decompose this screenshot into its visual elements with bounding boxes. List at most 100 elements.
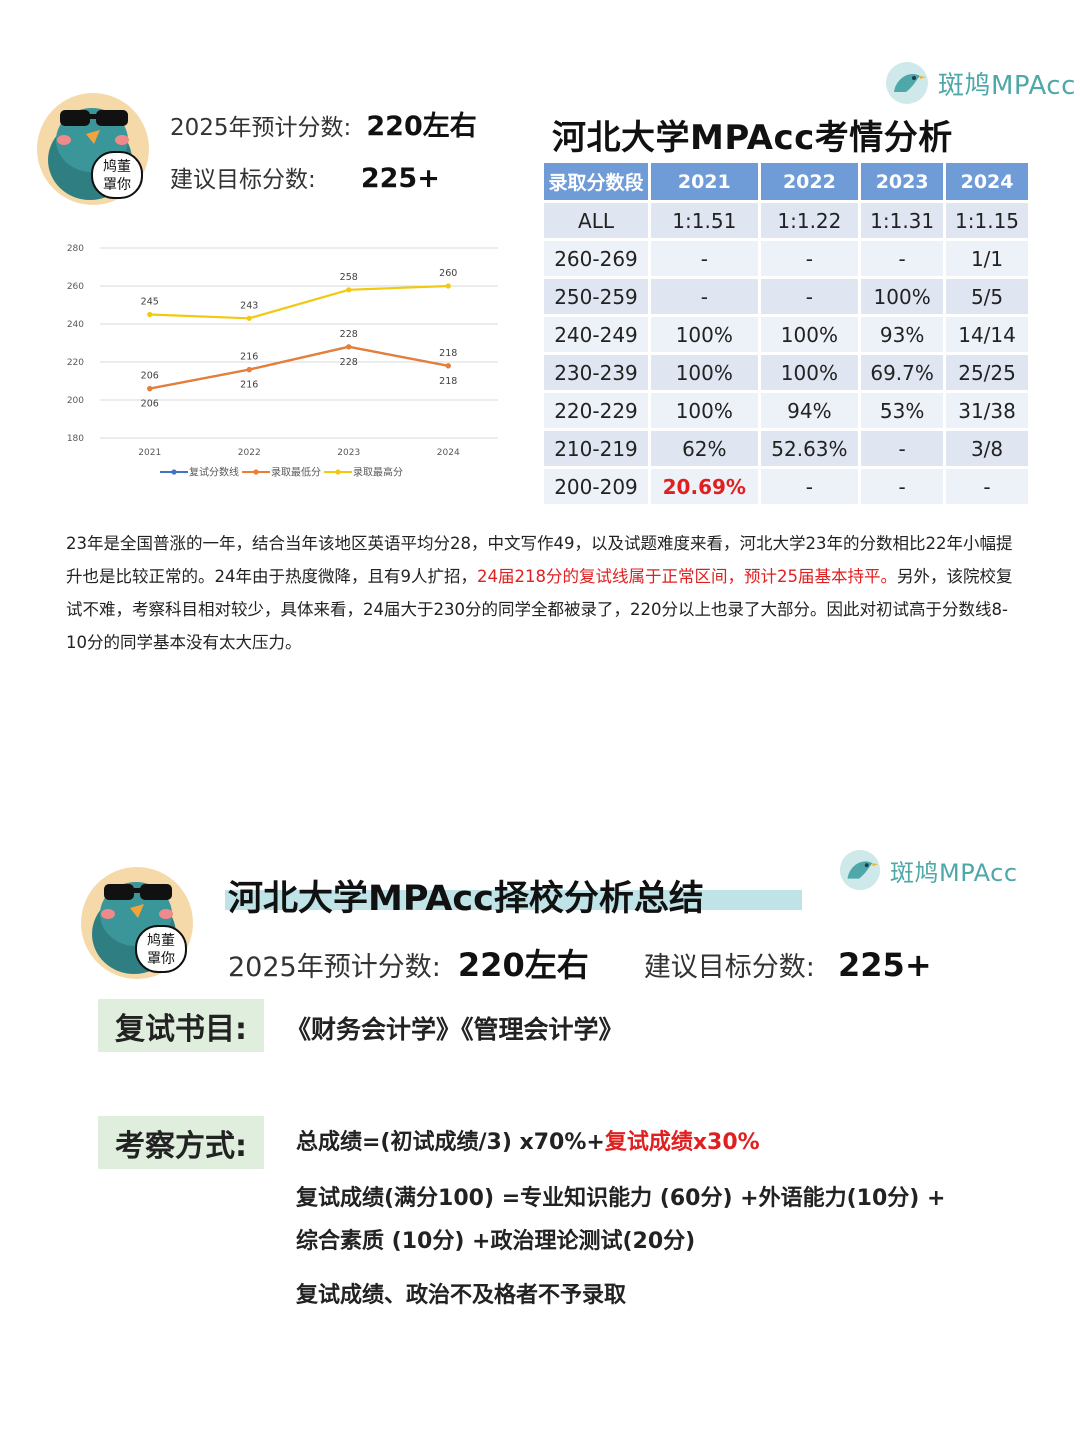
data-label: 258	[340, 272, 358, 283]
brand-name: 斑鸠MPAcc	[890, 858, 1018, 887]
expected-score-value: 220左右	[366, 111, 477, 142]
table-cell: 260-269	[544, 241, 648, 276]
table-cell: ALL	[544, 203, 648, 238]
mascot-icon: 鸠董 罩你	[81, 867, 193, 979]
table-header-row: 录取分数段 2021 2022 2023 2024	[544, 163, 1028, 200]
data-label: 245	[141, 297, 159, 308]
table-cell: -	[760, 469, 859, 504]
series-line	[149, 345, 449, 390]
data-label: 206	[141, 399, 159, 410]
table-cell: 5/5	[946, 279, 1028, 314]
table-cell: 1/1	[946, 241, 1028, 276]
table-cell: 250-259	[544, 279, 648, 314]
table-cell: 100%	[861, 279, 944, 314]
books-label: 复试书目:	[98, 999, 264, 1052]
series-point	[346, 344, 352, 350]
table-cell: 100%	[760, 317, 859, 352]
y-tick-label: 280	[67, 244, 84, 254]
summary-title: 河北大学MPAcc择校分析总结	[228, 879, 704, 919]
table-header-cell: 2023	[861, 163, 944, 200]
admission-rule: 复试成绩、政治不及格者不予录取	[296, 1283, 627, 1308]
chart-x-tick-labels: 2021 2022 2023 2024	[138, 448, 460, 458]
bird-logo-icon	[886, 62, 928, 104]
table-cell: 1:1.31	[861, 203, 944, 238]
table-row: 250-259- -100% 5/5	[544, 279, 1028, 314]
target-score-row: 建议目标分数: 225+	[170, 160, 440, 194]
table-cell: 200-209	[544, 469, 648, 504]
table-cell: 240-249	[544, 317, 648, 352]
table-row: 210-219 62% 52.63% -3/8	[544, 431, 1028, 466]
data-label: 218	[439, 348, 457, 359]
series-point	[246, 315, 252, 321]
target-score-value: 225+	[360, 163, 440, 194]
data-label: 260	[439, 268, 457, 279]
table-cell: 20.69%	[651, 469, 758, 504]
expected-score-value: 220左右	[457, 946, 589, 984]
books-list: 《财务会计学》《管理会计学》	[286, 1015, 624, 1044]
brand-logo-top: 斑鸠MPAcc	[884, 60, 1076, 106]
table-cell: 100%	[651, 317, 758, 352]
exam-method-label: 考察方式:	[98, 1116, 264, 1169]
table-cell: 220-229	[544, 393, 648, 428]
table-cell: 230-239	[544, 355, 648, 390]
table-header-cell: 录取分数段	[544, 163, 648, 200]
expected-score-label: 2025年预计分数:	[228, 952, 441, 983]
x-tick-label: 2021	[138, 448, 161, 458]
series-line	[149, 345, 449, 390]
chart-y-tick-labels: 180 200 220 240 260 280	[67, 244, 84, 444]
table-cell: 1:1.15	[946, 203, 1028, 238]
table-cell: 100%	[651, 355, 758, 390]
table-cell: -	[760, 241, 859, 276]
series-point	[445, 363, 451, 369]
y-tick-label: 240	[67, 320, 84, 330]
analysis-text-2: 另外，该院校复试不难，考察科目相对较少，具体来看，24届大于230分的同学全都被…	[66, 567, 1013, 652]
bird-logo-icon	[839, 849, 881, 891]
series-point	[147, 386, 153, 392]
series-point	[346, 287, 352, 293]
table-cell: 14/14	[946, 317, 1028, 352]
brand-logo-bottom: 斑鸠MPAcc	[838, 848, 1018, 892]
table-cell: 1:1.22	[760, 203, 859, 238]
x-tick-label: 2023	[337, 448, 360, 458]
chart-data-labels: 206 216 228 218 206 216 228 218 245 243 258 260	[141, 268, 458, 410]
table-cell: -	[861, 241, 944, 276]
table-row: 220-229 100% 94% 53% 31/38	[544, 393, 1028, 428]
analysis-text-highlight: 24届218分的复试线属于正常区间，预计25届基本持平。	[477, 567, 897, 586]
brand-name: 斑鸠MPAcc	[938, 70, 1076, 101]
summary-score-row: 2025年预计分数: 220左右 建议目标分数: 225+	[228, 940, 932, 986]
legend-label: 录取最高分	[353, 466, 403, 479]
retest-detail-line2: 综合素质 (10分) +政治理论测试(20分)	[296, 1229, 696, 1254]
table-cell: 1:1.51	[651, 203, 758, 238]
table-cell: 100%	[651, 393, 758, 428]
data-label: 228	[340, 329, 358, 340]
table-header-cell: 2024	[946, 163, 1028, 200]
expected-score-row: 2025年预计分数: 220左右	[170, 104, 477, 143]
series-point	[246, 367, 252, 373]
legend-label: 录取最低分	[271, 466, 321, 479]
table-cell: 53%	[861, 393, 944, 428]
table-header-cell: 2021	[651, 163, 758, 200]
chart-series	[147, 283, 451, 392]
table-cell: -	[760, 279, 859, 314]
table-cell: -	[651, 279, 758, 314]
table-cell: 94%	[760, 393, 859, 428]
table-row: 260-269- - -1/1	[544, 241, 1028, 276]
formula-prefix: 总成绩=(初试成绩/3) x70%+	[296, 1130, 605, 1155]
table-cell: 62%	[651, 431, 758, 466]
data-label: 228	[340, 357, 358, 368]
retest-detail-line1: 复试成绩(满分100) =专业知识能力 (60分) +外语能力(10分) +	[296, 1186, 946, 1211]
y-tick-label: 260	[67, 282, 84, 292]
mascot-sign-line1: 鸠董	[103, 158, 131, 175]
series-line	[149, 284, 449, 320]
table-cell: -	[946, 469, 1028, 504]
table-cell: 210-219	[544, 431, 648, 466]
table-cell: 52.63%	[760, 431, 859, 466]
table-row: 230-239 100% 100% 69.7% 25/25	[544, 355, 1028, 390]
mascot-icon: 鸠董 罩你	[37, 93, 149, 205]
series-point	[445, 283, 451, 289]
total-score-formula: 总成绩=(初试成绩/3) x70%+复试成绩x30%	[296, 1124, 760, 1156]
y-tick-label: 220	[67, 358, 84, 368]
title-underline-band	[225, 890, 802, 910]
table-cell: -	[861, 469, 944, 504]
